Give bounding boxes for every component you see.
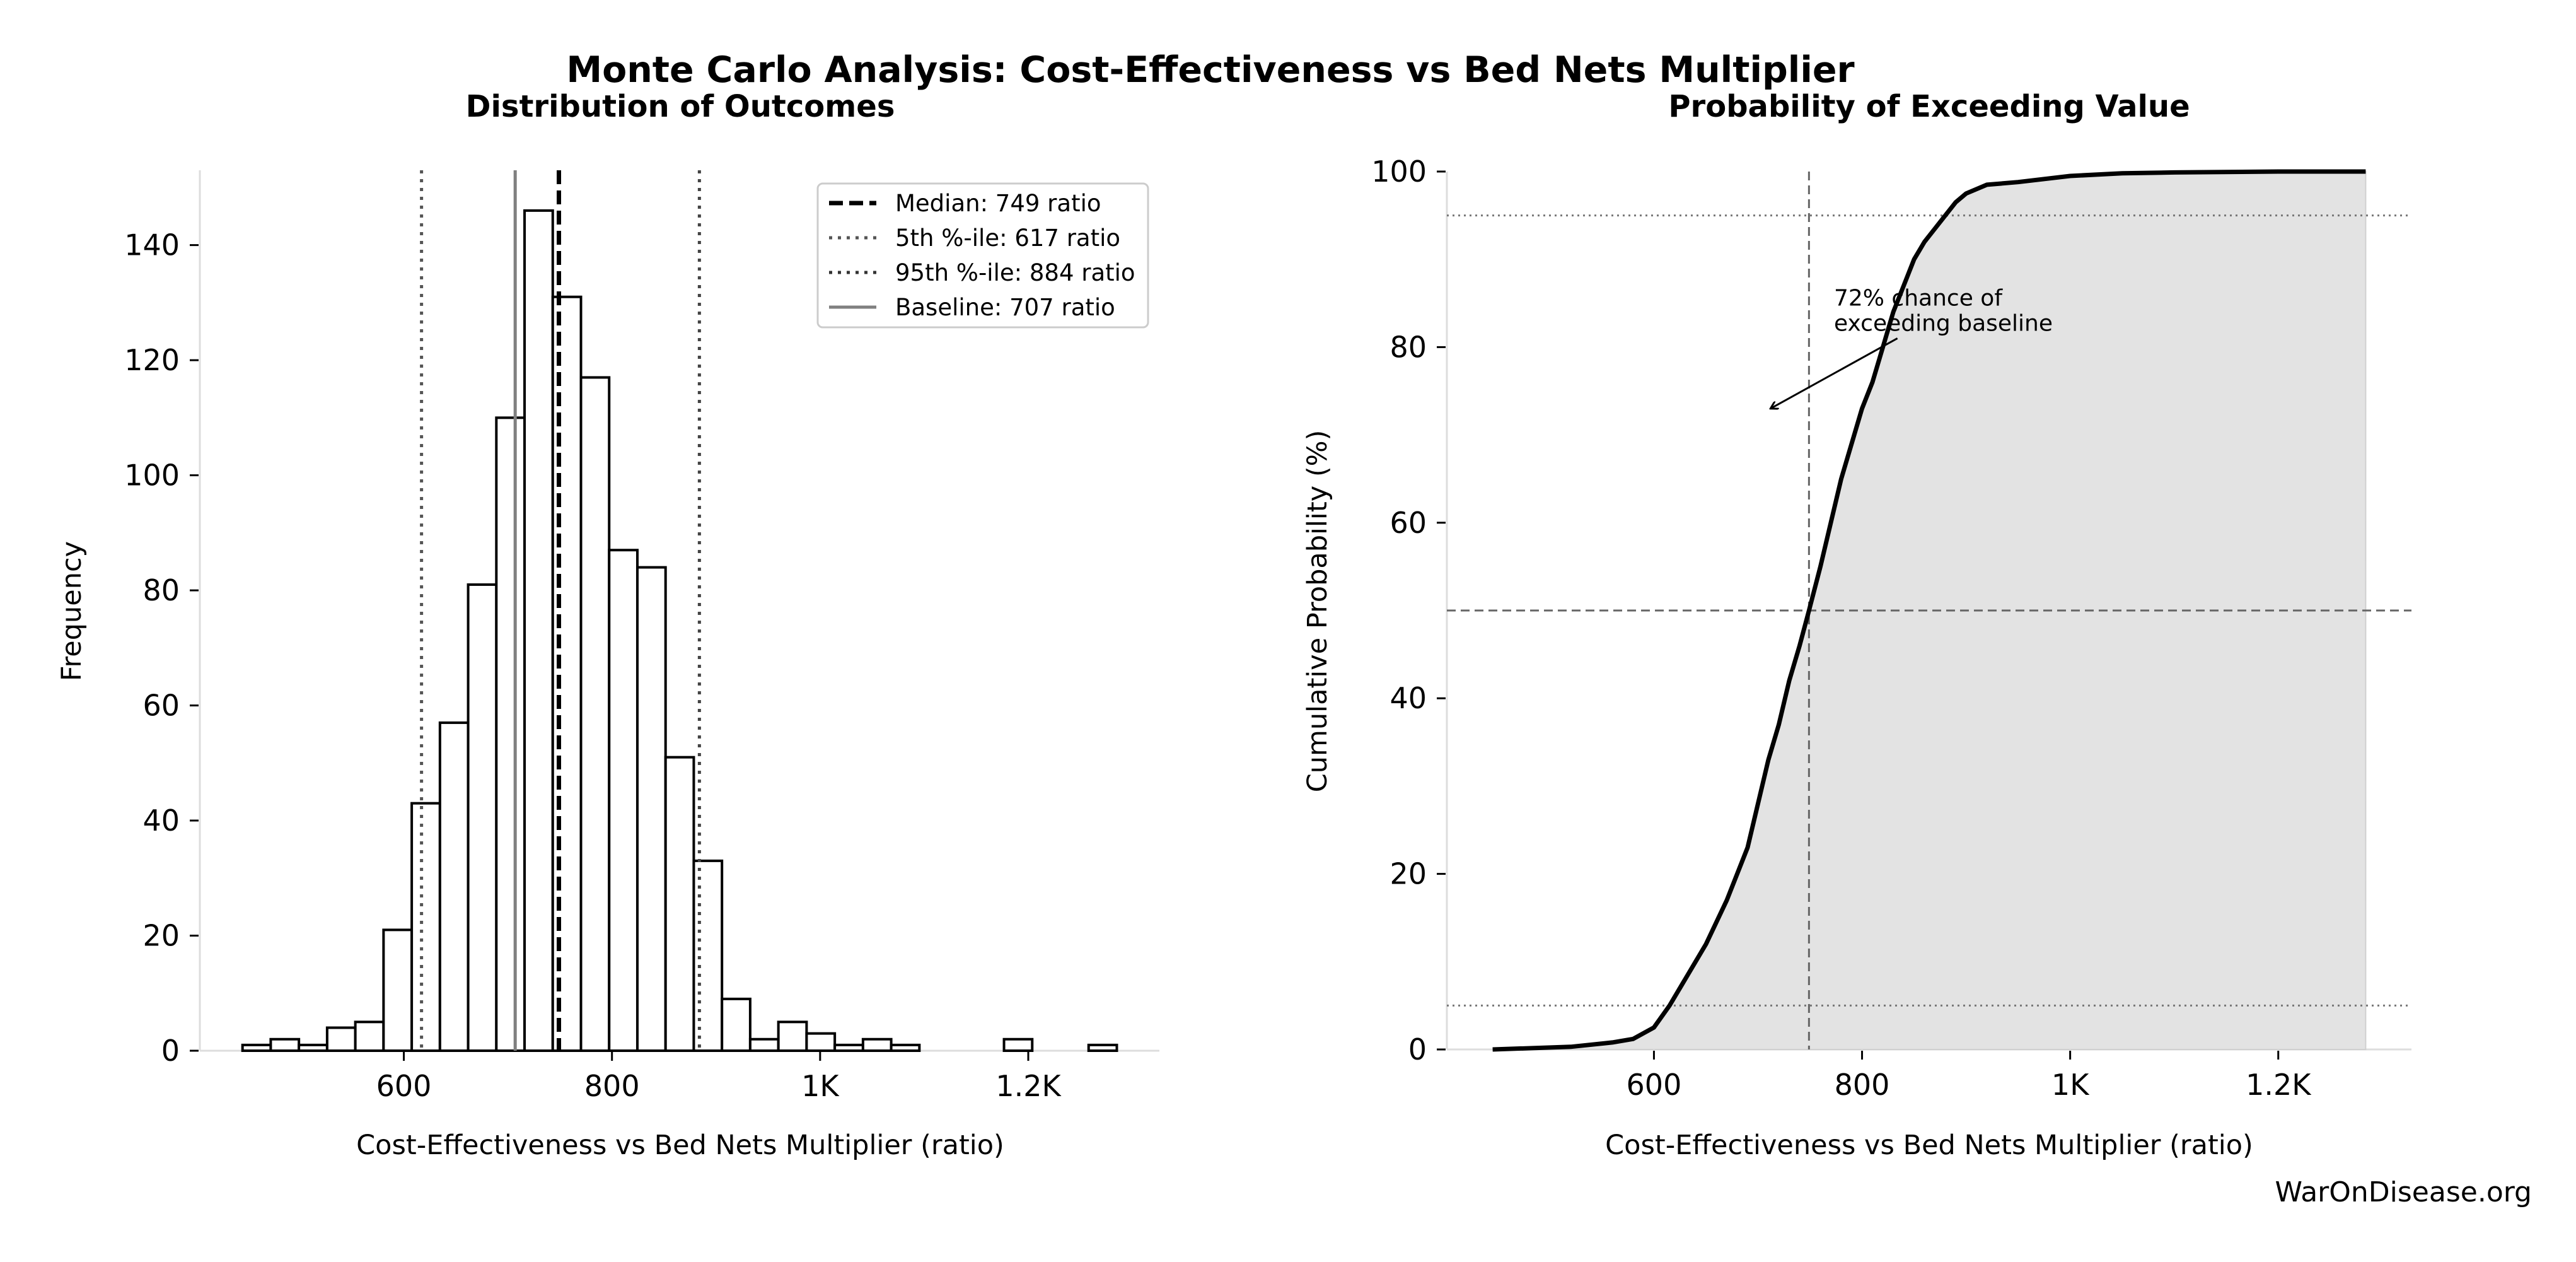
histogram-bar — [298, 1043, 328, 1053]
histogram-bar — [269, 1037, 301, 1052]
histogram-bar — [861, 1037, 893, 1052]
histogram-bar — [664, 756, 695, 1052]
x-tick-label: 600 — [376, 1069, 432, 1103]
histogram-bar — [241, 1043, 272, 1053]
y-tick-label: 80 — [1390, 330, 1427, 364]
histogram-bar — [635, 566, 667, 1052]
histogram-bar — [354, 1020, 385, 1052]
histogram-bar — [467, 583, 498, 1052]
histogram-bar — [495, 416, 526, 1052]
cdf-ylabel: Cumulative Probability (%) — [1302, 430, 1333, 792]
cdf-line — [1492, 169, 2366, 1052]
histogram-bar — [748, 1037, 780, 1052]
histogram-bar — [438, 721, 470, 1052]
histogram-bar — [777, 1020, 808, 1052]
x-tick-label: 800 — [1835, 1068, 1890, 1102]
y-tick-label: 60 — [142, 689, 180, 723]
x-tick-label: 800 — [584, 1069, 640, 1103]
histogram-bar — [608, 549, 639, 1052]
histogram-bar — [805, 1032, 837, 1052]
annotation-line-2: exceeding baseline — [1834, 311, 2053, 337]
histogram-bar — [410, 802, 441, 1053]
histogram-bar — [523, 209, 554, 1053]
y-tick-label: 20 — [1390, 857, 1427, 891]
y-tick-label: 40 — [142, 803, 180, 838]
histogram-bar — [890, 1043, 921, 1053]
y-tick-label: 0 — [1408, 1032, 1427, 1066]
histogram-bar — [579, 376, 611, 1052]
y-tick-label: 120 — [124, 343, 180, 377]
figure-title: Monte Carlo Analysis: Cost-Effectiveness… — [566, 49, 1854, 91]
legend-baseline: Baseline: 707 ratio — [895, 294, 1115, 321]
legend-p95: 95th %-ile: 884 ratio — [895, 259, 1135, 286]
histogram-bar — [692, 859, 724, 1053]
watermark: WarOnDisease.org — [2275, 1176, 2532, 1208]
histogram-bar — [1087, 1043, 1118, 1053]
x-tick-label: 1.2K — [2246, 1068, 2312, 1102]
x-tick-label: 1.2K — [995, 1069, 1062, 1103]
cdf-panel: Probability of Exceeding Value Cost-Effe… — [1302, 89, 2411, 1161]
legend: Median: 749 ratio 5th %-ile: 617 ratio 9… — [816, 182, 1149, 329]
histogram-bar — [833, 1043, 864, 1053]
x-tick-label: 600 — [1627, 1068, 1682, 1102]
x-tick-label: 1K — [801, 1069, 840, 1103]
histogram-title: Distribution of Outcomes — [466, 89, 895, 124]
y-tick-label: 60 — [1390, 506, 1427, 540]
y-tick-label: 0 — [161, 1034, 180, 1068]
legend-median: Median: 749 ratio — [895, 190, 1101, 217]
cdf-title: Probability of Exceeding Value — [1668, 89, 2190, 124]
y-tick-label: 40 — [1390, 681, 1427, 715]
y-tick-label: 140 — [124, 228, 180, 262]
histogram-bar — [325, 1026, 357, 1053]
legend-p5: 5th %-ile: 617 ratio — [895, 225, 1120, 252]
annotation-arrow — [1770, 337, 1898, 408]
y-tick-label: 100 — [124, 459, 180, 493]
histogram-bar — [382, 928, 414, 1053]
y-tick-label: 80 — [142, 573, 180, 607]
x-tick-label: 1K — [2051, 1068, 2090, 1102]
annotation-line-1: 72% chance of — [1834, 286, 2003, 312]
histogram-panel: Distribution of Outcomes Cost-Effectiven… — [56, 89, 1159, 1161]
histogram-bar — [721, 997, 751, 1052]
cdf-xlabel: Cost-Effectiveness vs Bed Nets Multiplie… — [1605, 1130, 2253, 1161]
histogram-xlabel: Cost-Effectiveness vs Bed Nets Multiplie… — [356, 1130, 1004, 1161]
y-tick-label: 100 — [1371, 155, 1427, 189]
histogram-bar — [1002, 1037, 1034, 1052]
y-tick-label: 20 — [142, 919, 180, 953]
histogram-ylabel: Frequency — [56, 541, 88, 681]
